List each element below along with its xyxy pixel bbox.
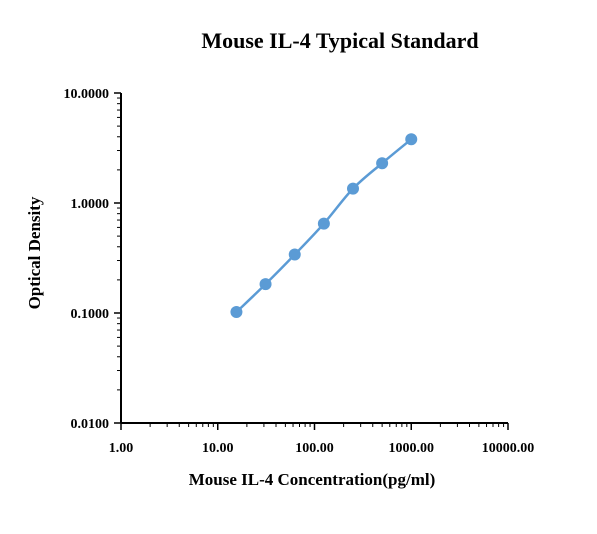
x-tick-label: 10000.00	[482, 441, 535, 456]
data-point	[288, 248, 301, 261]
x-tick-label: 10.00	[202, 441, 234, 456]
y-tick-label: 1.0000	[71, 197, 110, 212]
plot-area	[230, 133, 418, 319]
x-axis-label: Mouse IL-4 Concentration(pg/ml)	[189, 470, 435, 489]
axes: 1.00 10.00 100.00 1000.00 10000.00 0.0100 0.10…	[64, 87, 535, 456]
y-axis-label: Optical Density	[25, 196, 44, 309]
data-point	[376, 157, 389, 170]
data-point	[230, 306, 243, 319]
data-point	[259, 278, 272, 291]
y-tick-label: 0.0100	[71, 417, 110, 432]
x-tick-label: 1000.00	[389, 441, 435, 456]
x-tick-label: 100.00	[295, 441, 334, 456]
data-point	[347, 182, 360, 195]
y-tick-label: 10.0000	[64, 87, 110, 102]
data-point	[405, 133, 418, 146]
y-tick-label: 0.1000	[71, 307, 110, 322]
data-point	[317, 217, 330, 230]
chart-title: Mouse IL-4 Typical Standard	[201, 28, 478, 53]
x-tick-label: 1.00	[109, 441, 134, 456]
